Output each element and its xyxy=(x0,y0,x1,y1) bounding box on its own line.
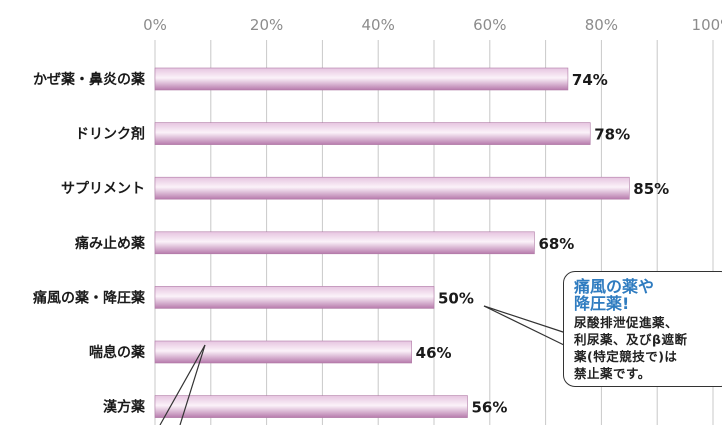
x-axis-ticks: 0% 20% 40% 60% 80% 100% xyxy=(143,16,722,34)
x-tick-label: 20% xyxy=(250,16,283,34)
callout-title-line: 痛風の薬や xyxy=(574,277,655,296)
category-label: ドリンク剤 xyxy=(75,126,145,143)
bar xyxy=(154,67,569,91)
callout-pointer-lines xyxy=(159,305,567,425)
x-tick-label: 80% xyxy=(585,16,618,34)
value-label: 74% xyxy=(572,71,608,89)
category-label: かぜ薬・鼻炎の薬 xyxy=(33,71,145,88)
callout-body-line: 薬(特定競技で)は xyxy=(574,349,678,364)
value-label: 46% xyxy=(416,344,452,362)
bar xyxy=(154,122,591,145)
bar xyxy=(154,231,535,255)
value-label: 56% xyxy=(471,399,507,417)
value-labels: 74% 78% 85% 68% 50% 46% 56% xyxy=(416,71,670,417)
category-label: 痛み止め薬 xyxy=(74,235,145,252)
pointer-line-lower xyxy=(483,305,567,347)
value-label: 50% xyxy=(438,289,474,307)
callout-body-line: 禁止薬です。 xyxy=(574,366,651,381)
bar xyxy=(154,176,630,200)
category-label: サプリメント xyxy=(61,181,145,197)
callout-box: 痛風の薬や 降圧薬! 尿酸排泄促進薬、 利尿薬、及びβ遮断 薬(特定競技で)は … xyxy=(563,271,722,387)
bar xyxy=(154,340,412,364)
pointer-line-upper xyxy=(483,305,567,334)
x-tick-label: 40% xyxy=(362,16,395,34)
value-label: 68% xyxy=(538,235,574,253)
callout-title-line: 降圧薬! xyxy=(574,294,630,313)
pointer-line-left-a xyxy=(159,344,206,425)
x-tick-label: 60% xyxy=(473,16,506,34)
callout-body-line: 尿酸排泄促進薬、 xyxy=(574,315,679,330)
pointer-line-left-b xyxy=(179,344,206,425)
callout-body-line: 利尿薬、及びβ遮断 xyxy=(574,332,688,347)
x-tick-label: 100% xyxy=(692,16,722,34)
category-label: 痛風の薬・降圧薬 xyxy=(32,289,145,306)
x-tick-label: 0% xyxy=(143,16,167,34)
category-label: 漢方薬 xyxy=(103,399,145,416)
bar xyxy=(154,395,468,418)
callout-title: 痛風の薬や 降圧薬! xyxy=(574,278,722,312)
bars xyxy=(154,67,630,418)
bar xyxy=(154,286,435,309)
value-label: 85% xyxy=(633,180,669,198)
callout-body: 尿酸排泄促進薬、 利尿薬、及びβ遮断 薬(特定競技で)は 禁止薬です。 xyxy=(574,314,722,382)
value-label: 78% xyxy=(594,126,630,144)
category-label: 喘息の薬 xyxy=(89,344,145,361)
